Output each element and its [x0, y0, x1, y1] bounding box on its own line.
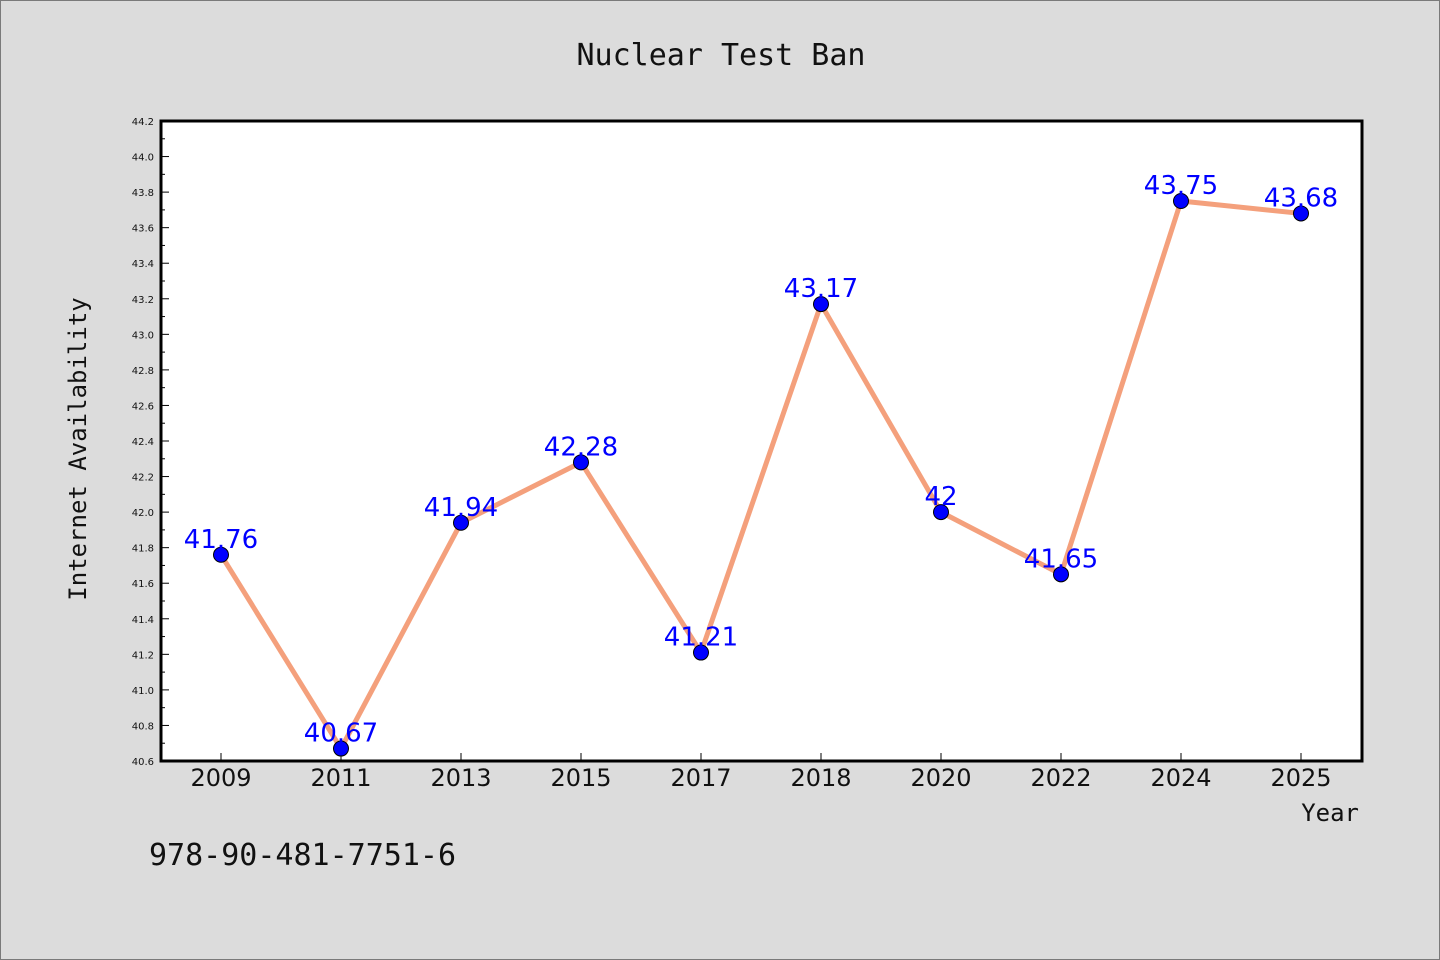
- y-tick-label: 42.8: [132, 366, 154, 377]
- x-tick-label: 2022: [1030, 764, 1091, 792]
- y-tick-label: 42.4: [132, 437, 154, 448]
- x-ticks: 2009 2011 2013 2015 2017 2018 2020 2022 2024 2025: [190, 753, 1332, 792]
- y-tick-label: 41.6: [132, 579, 154, 590]
- y-tick-label: 43.4: [132, 259, 154, 270]
- isbn-text: 978-90-481-7751-6: [149, 838, 456, 873]
- data-label: 42: [924, 482, 957, 512]
- y-ticks: 40.6 40.8 41.0 41.2 41.4 41.6 41.8 42.0 42.2 42.4…: [132, 117, 169, 768]
- y-tick-label: 41.8: [132, 544, 154, 555]
- data-labels: 41.76 40.67 41.94 42.28 41.21 43.17 42 41.65 43.…: [184, 171, 1338, 749]
- data-label: 43.75: [1144, 171, 1218, 201]
- x-tick-label: 2015: [550, 764, 611, 792]
- y-tick-label: 42.2: [132, 473, 154, 484]
- x-tick-label: 2025: [1270, 764, 1331, 792]
- data-point: [1173, 193, 1189, 209]
- data-label: 42.28: [544, 432, 618, 462]
- data-point: [1053, 566, 1069, 583]
- data-label: 41.65: [1024, 544, 1098, 574]
- y-tick-label: 40.8: [132, 721, 154, 732]
- data-label: 43.17: [784, 274, 858, 304]
- data-label: 40.67: [304, 719, 378, 749]
- data-point: [453, 514, 469, 531]
- y-tick-label: 43.2: [132, 295, 154, 306]
- series-markers: [213, 193, 1309, 757]
- y-tick-label: 40.6: [132, 757, 154, 768]
- chart-title: Nuclear Test Ban: [577, 38, 866, 73]
- plot-area: [161, 121, 1362, 761]
- data-point: [573, 454, 589, 471]
- x-tick-label: 2017: [670, 764, 731, 792]
- x-tick-label: 2009: [190, 764, 251, 792]
- x-tick-label: 2020: [910, 764, 971, 792]
- data-point: [213, 546, 229, 563]
- x-tick-label: 2018: [790, 764, 851, 792]
- y-tick-label: 42.6: [132, 401, 154, 412]
- y-tick-label: 43.0: [132, 330, 154, 341]
- y-tick-label: 44.0: [132, 153, 154, 164]
- x-tick-label: 2013: [430, 764, 491, 792]
- x-tick-label: 2011: [310, 764, 371, 792]
- y-axis-label: Internet Availability: [64, 297, 92, 600]
- x-tick-label: 2024: [1150, 764, 1211, 792]
- data-label: 43.68: [1264, 183, 1338, 213]
- data-point: [933, 504, 949, 521]
- data-point: [813, 296, 829, 313]
- x-axis-label: Year: [1301, 799, 1359, 827]
- data-label: 41.21: [664, 623, 738, 653]
- y-tick-label: 44.2: [132, 117, 154, 128]
- y-tick-label: 42.0: [132, 508, 154, 519]
- y-tick-label: 41.4: [132, 615, 154, 626]
- y-tick-label: 43.8: [132, 188, 154, 199]
- data-point: [333, 740, 349, 757]
- y-tick-label: 41.2: [132, 650, 154, 661]
- y-tick-label: 41.0: [132, 686, 154, 697]
- y-tick-label: 43.6: [132, 224, 154, 235]
- data-label: 41.94: [424, 493, 498, 523]
- data-label: 41.76: [184, 525, 258, 555]
- series-line: [218, 198, 1304, 752]
- data-point: [693, 644, 709, 661]
- plot-frame: [159, 119, 1364, 763]
- data-point: [1293, 205, 1309, 222]
